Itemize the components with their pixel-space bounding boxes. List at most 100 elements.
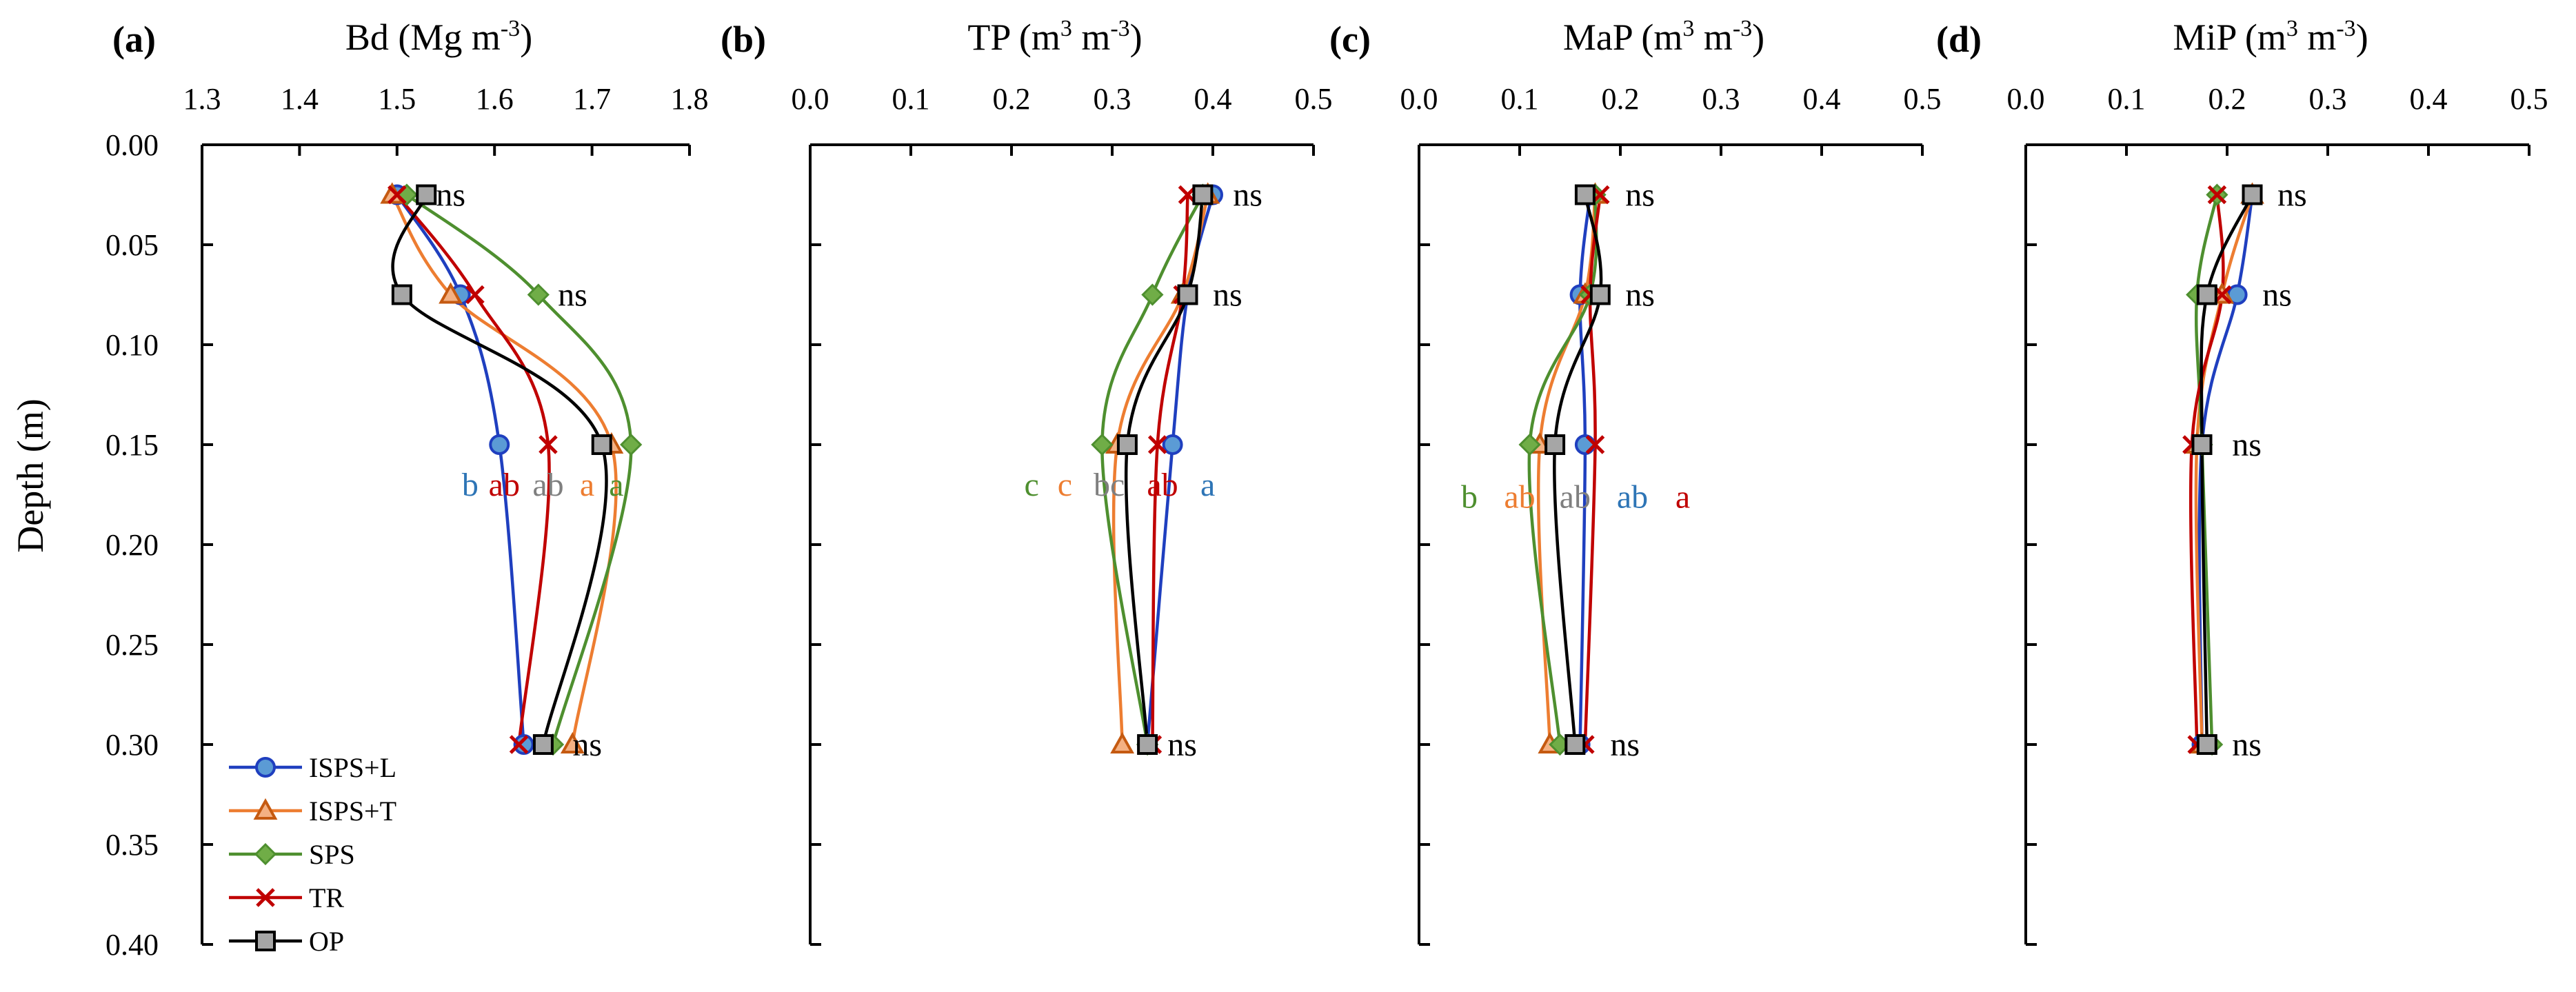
annotation-ns: ns bbox=[2232, 427, 2262, 463]
data-point-op bbox=[1116, 434, 1138, 455]
x-tick-label: 0.2 bbox=[993, 82, 1031, 116]
x-tick-label: 1.8 bbox=[671, 82, 709, 116]
panel-a: (a) Bd (Mg m-3) 1.3 1.4 1.5 1.6 1.7 1.8 0.00 0.05… bbox=[105, 16, 709, 962]
legend-label: ISPS+L bbox=[309, 752, 396, 783]
data-point-op bbox=[591, 434, 612, 455]
y-tick-label: 0.20 bbox=[105, 528, 159, 562]
axis-title: MiP (m3 m-3) bbox=[2173, 16, 2368, 58]
series-line-op bbox=[1124, 194, 1205, 745]
series-line-sps bbox=[2194, 194, 2219, 745]
panel-b: (b) TP (m3 m-3) 0.0 0.1 0.2 0.3 0.4 0.5 ns ns ns c c… bbox=[721, 16, 1333, 946]
y-tick-label: 0.30 bbox=[105, 728, 159, 762]
significance-letter: ab bbox=[1504, 478, 1535, 515]
data-point-isps-t bbox=[1110, 731, 1135, 753]
data-point-op bbox=[2196, 734, 2217, 755]
annotation-ns: ns bbox=[2262, 277, 2292, 314]
legend-label: TR bbox=[309, 882, 344, 913]
x-tick-label: 0.0 bbox=[2007, 82, 2045, 116]
data-point-op bbox=[391, 284, 412, 305]
legend-marker bbox=[256, 888, 275, 907]
x-tick-label: 0.4 bbox=[1803, 82, 1841, 116]
legend-label: ISPS+T bbox=[309, 796, 396, 827]
annotation-ns: ns bbox=[2277, 177, 2307, 214]
annotation-ns: ns bbox=[436, 177, 465, 214]
x-tick-label: 0.1 bbox=[892, 82, 930, 116]
data-point-tr bbox=[1147, 435, 1167, 454]
data-point-isps-t bbox=[560, 731, 585, 753]
significance-letter: a bbox=[609, 467, 623, 503]
series-line-sps bbox=[405, 193, 633, 745]
axis-title: MaP (m3 m-3) bbox=[1563, 16, 1764, 58]
legend-label: OP bbox=[309, 926, 344, 957]
significance-letter: b bbox=[1461, 478, 1478, 515]
significance-letter: a bbox=[580, 467, 594, 503]
x-tick-label: 0.0 bbox=[792, 82, 829, 116]
legend-item-sps: SPS bbox=[229, 839, 355, 870]
significance-letter: ab bbox=[532, 467, 563, 503]
series-line-isps-t bbox=[390, 194, 618, 745]
data-point-op bbox=[1589, 284, 1611, 305]
x-tick-label: 1.3 bbox=[183, 82, 221, 116]
annotation-ns: ns bbox=[1625, 277, 1655, 314]
panels: (a) Bd (Mg m-3) 1.3 1.4 1.5 1.6 1.7 1.8 0.00 0.05… bbox=[105, 16, 2548, 962]
x-tick-label: 1.7 bbox=[573, 82, 611, 116]
significance-letter: a bbox=[1676, 478, 1690, 515]
panel-label: (d) bbox=[1936, 19, 1982, 60]
data-point-sps bbox=[1141, 283, 1164, 306]
axis-title: Bd (Mg m-3) bbox=[345, 16, 532, 58]
panel-label: (b) bbox=[721, 19, 766, 60]
series-line-op bbox=[1553, 194, 1603, 745]
y-tick-label: 0.35 bbox=[105, 828, 159, 862]
x-tick-label: 0.3 bbox=[1094, 82, 1131, 116]
panel-c: (c) MaP (m3 m-3) 0.0 0.1 0.2 0.3 0.4 0.5 ns ns ns b… bbox=[1329, 16, 1942, 946]
series-line-tr bbox=[396, 194, 551, 745]
data-point-sps bbox=[620, 433, 643, 456]
legend: ISPS+L ISPS+T SPS TR OP bbox=[229, 752, 396, 957]
x-tick-label: 0.0 bbox=[1400, 82, 1438, 116]
panel-d: (d) MiP (m3 m-3) 0.0 0.1 0.2 0.3 0.4 0.5 ns ns ns n… bbox=[1936, 16, 2548, 946]
significance-letter: ab bbox=[1617, 478, 1648, 515]
series-line-sps bbox=[1100, 194, 1205, 745]
series-line-sps bbox=[1527, 194, 1598, 745]
data-point-tr bbox=[388, 185, 407, 205]
x-tick-label: 1.6 bbox=[476, 82, 514, 116]
x-tick-label: 0.5 bbox=[1904, 82, 1942, 116]
data-point-op bbox=[1544, 434, 1566, 455]
annotation-ns: ns bbox=[1213, 277, 1242, 314]
y-tick-label: 0.00 bbox=[105, 128, 159, 162]
y-tick-label: 0.15 bbox=[105, 428, 159, 462]
legend-item-tr: TR bbox=[229, 882, 344, 913]
series-line-op bbox=[391, 194, 608, 745]
data-point-op bbox=[2196, 284, 2217, 305]
x-tick-label: 0.2 bbox=[1602, 82, 1640, 116]
panel-label: (c) bbox=[1329, 19, 1371, 60]
x-tick-label: 0.4 bbox=[2410, 82, 2448, 116]
legend-item-isps-t: ISPS+T bbox=[229, 796, 396, 827]
annotation-ns: ns bbox=[1625, 177, 1655, 214]
data-point-isps-l bbox=[1162, 434, 1183, 455]
x-tick-label: 1.5 bbox=[378, 82, 416, 116]
series-line-tr bbox=[1151, 194, 1189, 745]
data-point-sps bbox=[1091, 433, 1114, 456]
data-point-isps-l bbox=[513, 734, 534, 755]
significance-letter: b bbox=[462, 467, 479, 503]
x-tick-label: 0.4 bbox=[1194, 82, 1232, 116]
significance-letter: bc bbox=[1094, 467, 1125, 503]
x-tick-label: 0.5 bbox=[1295, 82, 1333, 116]
annotation-ns: ns bbox=[2232, 727, 2262, 763]
legend-marker bbox=[255, 757, 276, 778]
axis-title: TP (m3 m-3) bbox=[967, 16, 1142, 58]
x-tick-label: 0.1 bbox=[2108, 82, 2146, 116]
legend-item-isps-l: ISPS+L bbox=[229, 752, 396, 783]
data-point-tr bbox=[465, 285, 485, 305]
y-axis-label: Depth (m) bbox=[10, 398, 51, 552]
series-line-tr bbox=[1583, 194, 1602, 745]
data-point-isps-l bbox=[1574, 434, 1596, 455]
data-point-op bbox=[2242, 184, 2263, 205]
legend-marker bbox=[254, 842, 277, 866]
data-point-op bbox=[1574, 184, 1596, 205]
annotation-ns: ns bbox=[1233, 177, 1262, 214]
annotation-ns: ns bbox=[572, 727, 602, 763]
legend-marker bbox=[255, 931, 276, 951]
data-point-isps-t bbox=[439, 282, 463, 304]
